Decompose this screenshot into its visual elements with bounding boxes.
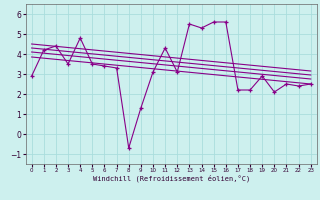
X-axis label: Windchill (Refroidissement éolien,°C): Windchill (Refroidissement éolien,°C) xyxy=(92,175,250,182)
